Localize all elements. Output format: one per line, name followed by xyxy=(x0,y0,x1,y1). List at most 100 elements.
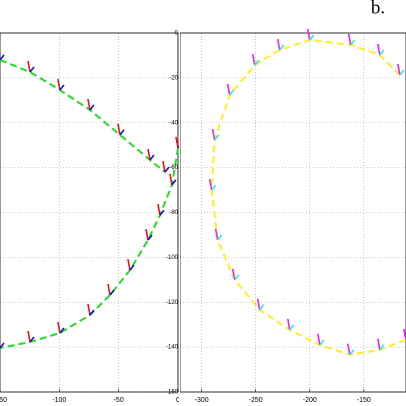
pose-axis xyxy=(377,338,381,350)
pose-axis xyxy=(213,134,220,141)
pose-marker xyxy=(347,33,356,46)
pose-axis xyxy=(175,136,179,149)
pose-marker xyxy=(208,178,217,191)
y-tick-label: -80 xyxy=(169,210,178,216)
pose-axis xyxy=(211,184,217,191)
y-tick-label: -140 xyxy=(166,345,179,351)
pose-axis xyxy=(29,336,35,343)
pose-axis xyxy=(0,54,5,61)
pose-marker xyxy=(346,343,355,356)
pose-axis xyxy=(347,33,352,46)
x-tick-label: -200 xyxy=(303,397,317,404)
pose-marker xyxy=(145,228,153,241)
pose-axis xyxy=(317,333,321,346)
pose-axis xyxy=(87,303,91,316)
pose-axis xyxy=(349,349,355,356)
pose-axis xyxy=(109,289,115,296)
pose-marker xyxy=(57,78,65,91)
panel: -150 -100 -50 0 xyxy=(0,32,180,404)
pose-axis xyxy=(251,53,256,66)
panel: -300 -250 -200 -150 xyxy=(180,28,406,404)
y-tick-label: -40 xyxy=(169,120,178,126)
pose-axis xyxy=(309,34,315,41)
pose-axis xyxy=(276,38,281,51)
y-tick-label: -120 xyxy=(166,300,179,306)
pose-axis xyxy=(319,339,325,346)
pose-marker xyxy=(276,38,285,51)
pose-axis xyxy=(107,283,111,296)
pose-marker xyxy=(27,330,35,343)
pose-marker xyxy=(226,83,235,96)
pose-marker xyxy=(147,148,155,161)
pose-axis xyxy=(226,83,231,96)
pose-axis xyxy=(27,330,31,343)
pose-marker xyxy=(251,53,260,66)
pose-marker xyxy=(127,259,135,271)
pose-axis xyxy=(129,264,135,271)
pose-axis xyxy=(379,49,385,56)
pose-marker xyxy=(0,342,5,349)
pose-axis xyxy=(169,173,173,186)
pose-marker xyxy=(87,98,95,111)
x-tick-label: -150 xyxy=(0,397,7,404)
pose-axis xyxy=(171,179,177,186)
pose-axis xyxy=(214,228,219,241)
y-tick-label: 0 xyxy=(175,31,179,37)
trajectory xyxy=(210,38,406,356)
pose-marker xyxy=(317,333,325,346)
pose-axis xyxy=(346,343,351,355)
pose-axis xyxy=(157,204,161,216)
pose-axis xyxy=(87,98,91,111)
pose-axis xyxy=(208,178,213,191)
x-tick-label: 0 xyxy=(176,397,180,404)
pose-marker xyxy=(117,123,125,136)
pose-marker xyxy=(306,28,315,41)
pose-axis xyxy=(145,228,149,241)
pose-axis xyxy=(229,89,235,96)
pose-axis xyxy=(350,39,356,46)
pose-axis xyxy=(256,298,261,311)
pose-axis xyxy=(57,321,61,334)
y-tick-label: -100 xyxy=(166,255,179,261)
pose-axis xyxy=(162,160,166,173)
y-tick-label: -20 xyxy=(169,75,178,81)
pose-axis xyxy=(217,234,223,241)
pose-marker xyxy=(377,338,385,351)
pose-marker xyxy=(231,268,240,281)
pose-axis xyxy=(147,148,151,161)
pose-marker xyxy=(27,60,35,73)
pose-axis xyxy=(29,66,35,73)
pose-axis xyxy=(286,318,291,330)
pose-axis xyxy=(164,166,170,173)
x-tick-label: -250 xyxy=(249,397,263,404)
pose-marker xyxy=(397,63,405,76)
x-tick-label: -150 xyxy=(357,397,371,404)
pose-axis xyxy=(177,145,179,149)
pose-marker xyxy=(286,318,295,331)
pose-marker xyxy=(169,173,177,186)
pose-axis xyxy=(254,59,260,66)
pose-marker xyxy=(214,228,223,241)
pose-axis xyxy=(59,327,65,334)
x-tick-label: -50 xyxy=(114,397,124,404)
pose-axis xyxy=(279,44,285,51)
pose-marker xyxy=(211,128,220,141)
pose-axis xyxy=(59,84,65,91)
pose-axis xyxy=(89,309,95,316)
pose-marker xyxy=(0,54,5,61)
x-tick-label: -300 xyxy=(195,397,209,404)
pose-marker xyxy=(377,43,385,56)
pose-axis xyxy=(289,324,295,331)
pose-axis xyxy=(147,234,153,241)
pose-axis xyxy=(231,268,236,280)
pose-axis xyxy=(117,123,121,136)
pose-axis xyxy=(119,129,125,136)
axes-frame xyxy=(180,32,406,393)
pose-axis xyxy=(57,78,61,91)
pose-axis xyxy=(89,104,95,111)
pose-axis xyxy=(27,60,31,73)
panel-label: b. xyxy=(371,0,385,18)
pose-marker xyxy=(256,298,265,311)
pose-axis xyxy=(377,43,381,56)
